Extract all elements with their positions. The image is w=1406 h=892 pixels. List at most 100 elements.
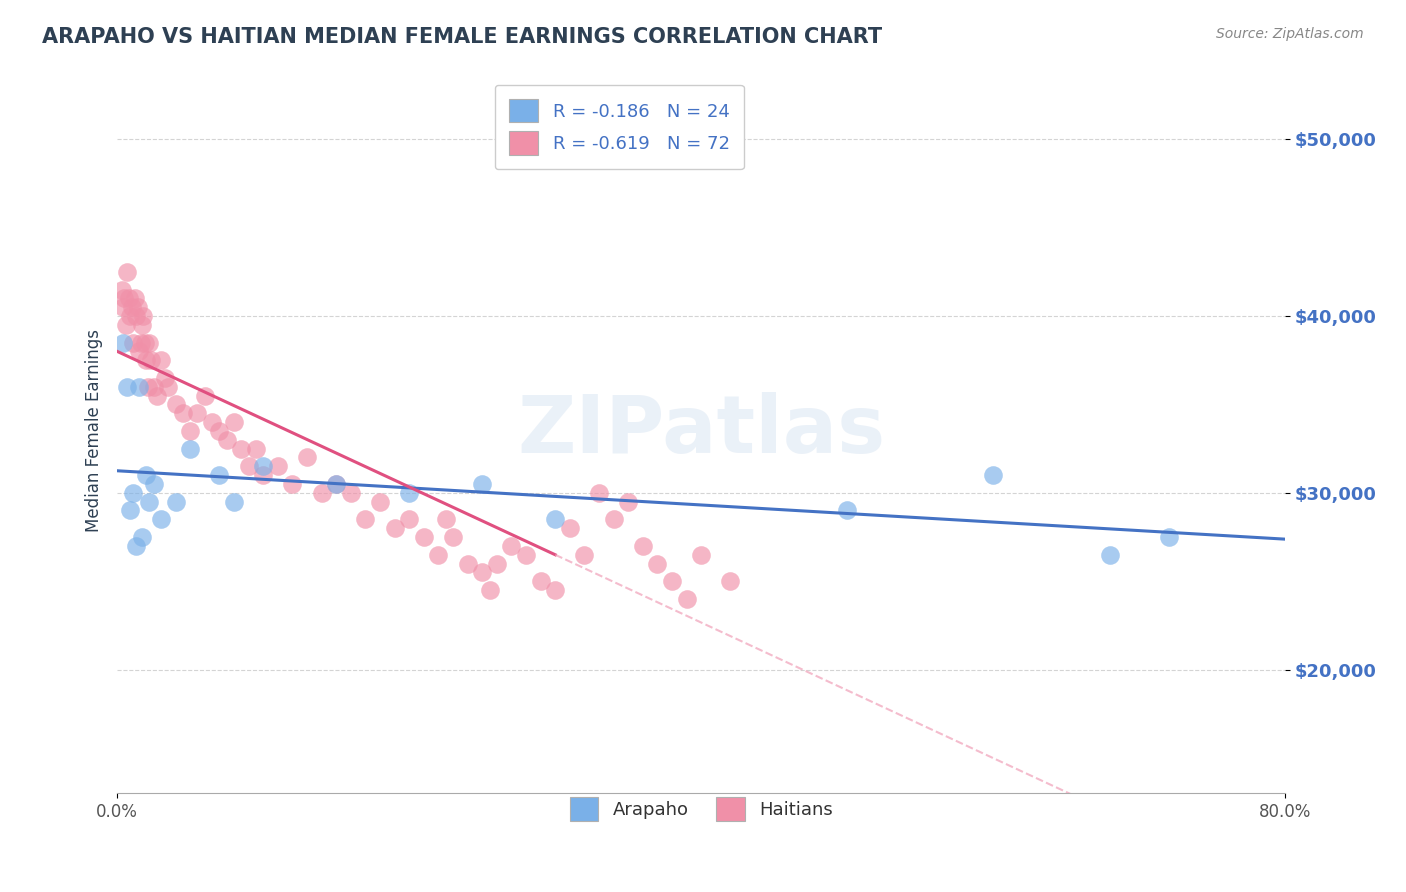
Point	[208, 468, 231, 483]
Point	[138, 335, 160, 350]
Point	[132, 309, 155, 323]
Point	[267, 459, 290, 474]
Point	[1157, 530, 1180, 544]
Point	[631, 539, 654, 553]
Point	[398, 485, 420, 500]
Point	[118, 291, 141, 305]
Point	[165, 397, 187, 411]
Point	[139, 353, 162, 368]
Point	[120, 309, 142, 323]
Point	[1099, 548, 1122, 562]
Point	[471, 477, 494, 491]
Point	[325, 477, 347, 491]
Point	[295, 450, 318, 465]
Point	[398, 512, 420, 526]
Point	[544, 512, 567, 526]
Point	[252, 459, 274, 474]
Point	[602, 512, 624, 526]
Point	[588, 485, 610, 500]
Point	[114, 291, 136, 305]
Point	[112, 335, 135, 350]
Point	[412, 530, 434, 544]
Point	[427, 548, 450, 562]
Point	[131, 318, 153, 332]
Point	[131, 530, 153, 544]
Point	[179, 424, 201, 438]
Point	[457, 557, 479, 571]
Text: ZIPatlas: ZIPatlas	[517, 392, 886, 470]
Point	[354, 512, 377, 526]
Point	[117, 380, 139, 394]
Point	[138, 494, 160, 508]
Text: ARAPAHO VS HAITIAN MEDIAN FEMALE EARNINGS CORRELATION CHART: ARAPAHO VS HAITIAN MEDIAN FEMALE EARNING…	[42, 27, 883, 46]
Point	[145, 388, 167, 402]
Point	[690, 548, 713, 562]
Point	[117, 265, 139, 279]
Point	[311, 485, 333, 500]
Point	[252, 468, 274, 483]
Point	[121, 300, 143, 314]
Point	[222, 494, 245, 508]
Point	[150, 512, 173, 526]
Point	[574, 548, 596, 562]
Point	[125, 309, 148, 323]
Point	[661, 574, 683, 589]
Point	[157, 380, 180, 394]
Point	[222, 415, 245, 429]
Point	[441, 530, 464, 544]
Point	[340, 485, 363, 500]
Point	[165, 494, 187, 508]
Point	[124, 291, 146, 305]
Point	[471, 566, 494, 580]
Point	[478, 582, 501, 597]
Point	[136, 380, 159, 394]
Point	[128, 380, 150, 394]
Point	[837, 503, 859, 517]
Point	[128, 344, 150, 359]
Point	[134, 335, 156, 350]
Point	[129, 335, 152, 350]
Point	[150, 353, 173, 368]
Point	[208, 424, 231, 438]
Point	[120, 503, 142, 517]
Point	[515, 548, 537, 562]
Point	[115, 318, 138, 332]
Point	[434, 512, 457, 526]
Point	[981, 468, 1004, 483]
Point	[155, 371, 177, 385]
Point	[142, 477, 165, 491]
Point	[172, 406, 194, 420]
Point	[501, 539, 523, 553]
Point	[215, 433, 238, 447]
Point	[281, 477, 304, 491]
Point	[122, 485, 145, 500]
Point	[617, 494, 640, 508]
Point	[720, 574, 742, 589]
Point	[231, 442, 253, 456]
Point	[135, 353, 157, 368]
Point	[122, 335, 145, 350]
Point	[186, 406, 208, 420]
Point	[558, 521, 581, 535]
Point	[125, 539, 148, 553]
Point	[194, 388, 217, 402]
Point	[325, 477, 347, 491]
Point	[245, 442, 267, 456]
Y-axis label: Median Female Earnings: Median Female Earnings	[86, 329, 103, 533]
Point	[530, 574, 553, 589]
Point	[179, 442, 201, 456]
Point	[368, 494, 391, 508]
Point	[127, 300, 149, 314]
Point	[647, 557, 669, 571]
Point	[112, 300, 135, 314]
Point	[485, 557, 508, 571]
Point	[142, 380, 165, 394]
Point	[135, 468, 157, 483]
Point	[544, 582, 567, 597]
Point	[238, 459, 260, 474]
Text: Source: ZipAtlas.com: Source: ZipAtlas.com	[1216, 27, 1364, 41]
Point	[201, 415, 224, 429]
Legend: Arapaho, Haitians: Arapaho, Haitians	[555, 783, 848, 835]
Point	[110, 283, 132, 297]
Point	[384, 521, 406, 535]
